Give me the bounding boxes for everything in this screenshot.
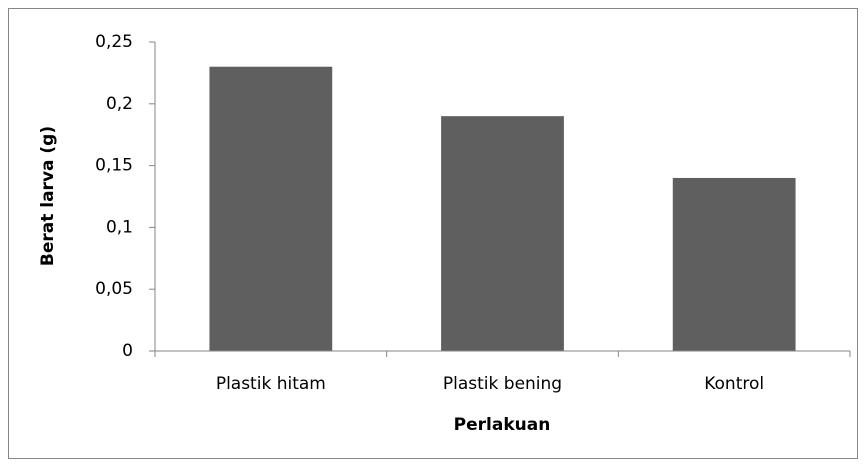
y-tick-label: 0,05 — [95, 279, 133, 299]
x-tick-label: Plastik bening — [443, 374, 562, 394]
bar — [441, 116, 564, 351]
x-tick-label: Kontrol — [704, 374, 764, 394]
x-axis-label: Perlakuan — [454, 415, 551, 435]
y-tick-label: 0,2 — [106, 94, 133, 114]
bar — [209, 66, 333, 351]
y-tick-label: 0,15 — [95, 156, 133, 176]
x-tick-label: Plastik hitam — [216, 374, 326, 394]
y-tick-label: 0,1 — [106, 217, 133, 237]
y-axis-label: Berat larva (g) — [38, 126, 58, 266]
y-tick-label: 0,25 — [95, 32, 133, 52]
y-tick-label: 0 — [122, 341, 133, 361]
bar — [672, 177, 796, 351]
